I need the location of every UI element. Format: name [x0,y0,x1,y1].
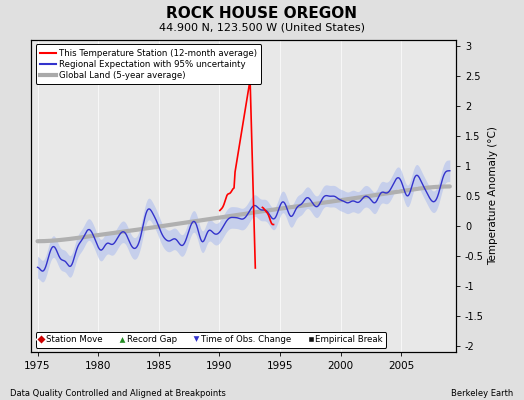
Y-axis label: Temperature Anomaly (°C): Temperature Anomaly (°C) [488,126,498,266]
Text: ROCK HOUSE OREGON: ROCK HOUSE OREGON [167,6,357,21]
Legend: Station Move, Record Gap, Time of Obs. Change, Empirical Break: Station Move, Record Gap, Time of Obs. C… [36,332,387,348]
Text: 44.900 N, 123.500 W (United States): 44.900 N, 123.500 W (United States) [159,22,365,32]
Text: Data Quality Controlled and Aligned at Breakpoints: Data Quality Controlled and Aligned at B… [10,389,226,398]
Text: Berkeley Earth: Berkeley Earth [451,389,514,398]
